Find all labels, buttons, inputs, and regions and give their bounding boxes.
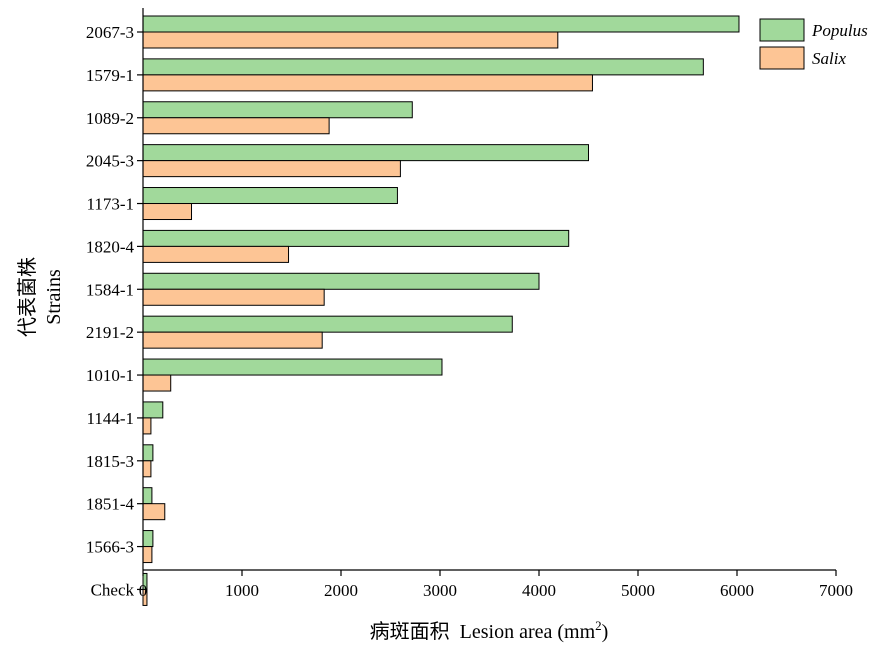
x-axis-title-close: ) (602, 621, 609, 643)
x-axis-title-zh: 病斑面积 (370, 620, 450, 643)
legend-label-populus: Populus (811, 21, 868, 40)
x-tick-label: 7000 (819, 581, 853, 600)
bar-salix-1815-3 (142, 460, 152, 478)
bar-populus-1566-3 (142, 530, 154, 548)
bar-populus-1820-4 (142, 229, 570, 247)
bar-salix-1089-2 (142, 117, 330, 135)
y-axis-title-zh: 代表菌株 (16, 257, 39, 337)
bar-populus-1584-1 (142, 272, 540, 290)
x-tick-label: 0 (139, 581, 148, 600)
y-tick-label: 1089-2 (86, 109, 134, 128)
x-tick-label: 2000 (324, 581, 358, 600)
x-tick-label: 3000 (423, 581, 457, 600)
y-tick-label: 1173-1 (86, 195, 134, 214)
bar-salix-1579-1 (142, 74, 593, 92)
bar-populus-2045-3 (142, 144, 589, 162)
bar-salix-2045-3 (142, 160, 401, 178)
y-tick-label: 1144-1 (86, 409, 134, 428)
x-tick-label: 4000 (522, 581, 556, 600)
y-ticks: 2067-3 1579-1 1089-2 2045-3 1173-1 1820-4 1584… (86, 23, 143, 599)
bar-salix-2191-2 (142, 331, 323, 349)
y-axis-title-en: Strains (43, 269, 65, 325)
legend-label-salix: Salix (812, 49, 846, 68)
bar-salix-1566-3 (142, 546, 153, 564)
bar-salix-1820-4 (142, 245, 290, 263)
y-axis-title: 代表菌株 Strains (16, 257, 65, 337)
x-ticks: 0 1000 2000 3000 4000 5000 6000 7000 (139, 570, 853, 600)
bar-populus-2067-3 (142, 15, 740, 33)
y-tick-label: 1010-1 (86, 366, 134, 385)
bars-layer (142, 15, 740, 606)
x-axis-title-en: Lesion area (mm (460, 621, 596, 643)
legend: Populus Salix (759, 18, 868, 70)
bar-populus-2191-2 (142, 315, 513, 333)
x-tick-label: 5000 (621, 581, 655, 600)
legend-swatch-populus (759, 18, 805, 42)
x-axis-title-sup: 2 (595, 618, 602, 633)
bar-salix-Check (142, 588, 148, 606)
bar-salix-1584-1 (142, 288, 325, 306)
x-tick-label: 6000 (720, 581, 754, 600)
y-tick-label: 1815-3 (86, 452, 134, 471)
bar-populus-1173-1 (142, 187, 398, 205)
y-tick-label: 1851-4 (86, 495, 135, 514)
bar-salix-1851-4 (142, 503, 166, 521)
bar-salix-2067-3 (142, 31, 559, 49)
bar-populus-1010-1 (142, 358, 443, 376)
bar-populus-1815-3 (142, 444, 154, 462)
bar-populus-1089-2 (142, 101, 413, 119)
y-tick-label: 2191-2 (86, 323, 134, 342)
legend-swatch-salix (759, 46, 805, 70)
y-tick-label: 2067-3 (86, 23, 134, 42)
bar-populus-1144-1 (142, 401, 164, 419)
x-axis-title: 病斑面积 Lesion area (mm2) (370, 618, 609, 643)
bar-salix-1173-1 (142, 203, 193, 221)
bar-populus-1579-1 (142, 58, 704, 76)
y-tick-label: 2045-3 (86, 152, 134, 171)
y-tick-label: 1579-1 (86, 66, 134, 85)
y-tick-label: 1566-3 (86, 538, 134, 557)
y-tick-label: Check (91, 580, 135, 599)
y-tick-label: 1820-4 (86, 237, 135, 256)
bar-salix-1010-1 (142, 374, 172, 392)
bar-salix-1144-1 (142, 417, 152, 435)
x-tick-label: 1000 (225, 581, 259, 600)
bar-populus-1851-4 (142, 487, 153, 505)
y-tick-label: 1584-1 (86, 280, 134, 299)
